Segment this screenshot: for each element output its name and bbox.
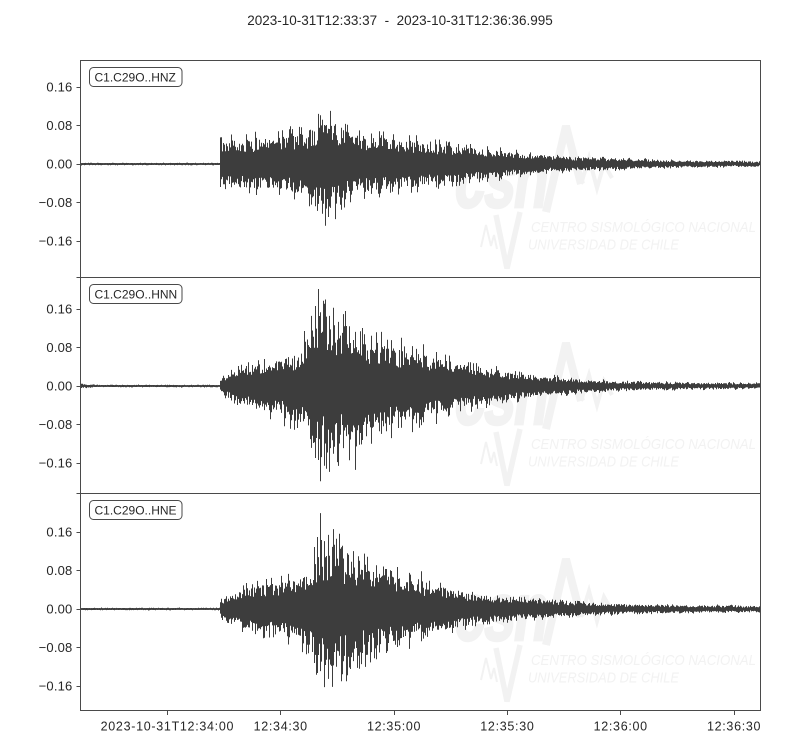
svg-text:2023-10-31T12:33:37 - 2023-1: 2023-10-31T12:33:37 - 2023-10-31T12:36:3…: [247, 13, 552, 28]
svg-text:−0.16: −0.16: [39, 456, 73, 471]
svg-text:12:36:00: 12:36:00: [594, 720, 648, 734]
svg-text:0.08: 0.08: [46, 340, 72, 355]
svg-text:−0.08: −0.08: [39, 195, 73, 210]
svg-text:12:36:30: 12:36:30: [707, 720, 761, 734]
svg-text:0.00: 0.00: [46, 602, 72, 617]
svg-text:0.08: 0.08: [46, 563, 72, 578]
svg-text:2023-10-31T12:34:00: 2023-10-31T12:34:00: [101, 720, 235, 734]
svg-text:C1.C29O..HNN: C1.C29O..HNN: [95, 287, 178, 301]
svg-text:0.00: 0.00: [46, 157, 72, 172]
svg-text:−0.16: −0.16: [39, 234, 73, 249]
svg-text:0.16: 0.16: [46, 80, 72, 95]
svg-text:C1.C29O..HNE: C1.C29O..HNE: [95, 503, 177, 517]
svg-text:csn: csn: [449, 134, 554, 226]
svg-text:C1.C29O..HNZ: C1.C29O..HNZ: [95, 70, 176, 84]
svg-text:12:34:30: 12:34:30: [254, 720, 308, 734]
svg-text:12:35:00: 12:35:00: [367, 720, 421, 734]
svg-text:0.00: 0.00: [46, 379, 72, 394]
svg-text:0.08: 0.08: [46, 118, 72, 133]
svg-text:0.16: 0.16: [46, 525, 72, 540]
svg-text:CENTRO SISMOLÓGICO NACIONAL: CENTRO SISMOLÓGICO NACIONAL: [531, 652, 756, 669]
svg-text:UNIVERSIDAD DE CHILE: UNIVERSIDAD DE CHILE: [528, 454, 680, 471]
svg-text:−0.08: −0.08: [39, 640, 73, 655]
svg-text:12:35:30: 12:35:30: [480, 720, 534, 734]
svg-text:UNIVERSIDAD DE CHILE: UNIVERSIDAD DE CHILE: [528, 237, 680, 254]
svg-text:UNIVERSIDAD DE CHILE: UNIVERSIDAD DE CHILE: [528, 670, 680, 687]
svg-text:CENTRO SISMOLÓGICO NACIONAL: CENTRO SISMOLÓGICO NACIONAL: [531, 219, 756, 236]
svg-text:CENTRO SISMOLÓGICO NACIONAL: CENTRO SISMOLÓGICO NACIONAL: [531, 436, 756, 453]
svg-text:0.16: 0.16: [46, 302, 72, 317]
svg-text:−0.08: −0.08: [39, 417, 73, 432]
svg-text:−0.16: −0.16: [39, 679, 73, 694]
